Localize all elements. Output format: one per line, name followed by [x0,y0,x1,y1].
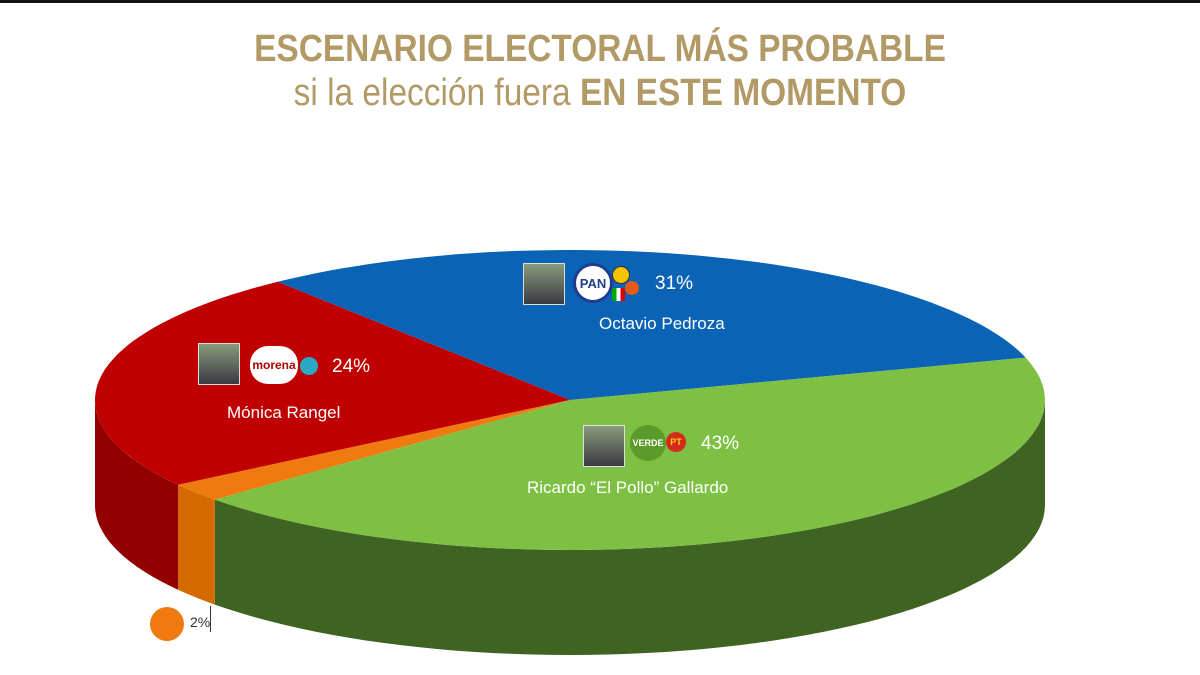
candidate-photo-gallardo [583,425,625,467]
slice-label-gallardo: 43% [701,433,740,454]
pie-side-3 [95,400,179,590]
pie-side-1 [214,400,1046,655]
verde-logo: VERDE [630,425,666,461]
candidate-name-gallardo: Ricardo “El Pollo” Gallardo [527,478,729,497]
pri-logo [612,288,625,301]
party-logo-2 [300,357,318,375]
slice-label-pedroza: 31% [655,273,694,294]
subtitle-bold: EN ESTE MOMENTO [579,72,907,114]
pie-slice-0 [277,250,1026,400]
slice-label-mc: 2% [190,614,211,630]
leader-line [210,606,211,632]
pie-slice-2 [178,400,570,500]
pie-side-2 [178,484,215,605]
candidate-photo-rangel [198,343,240,385]
pie-slice-3 [95,281,570,485]
candidate-name-rangel: Mónica Rangel [227,403,341,422]
subtitle-normal: si la elección fuera [293,72,580,114]
prd-logo [612,266,630,284]
candidate-photo-pedroza [523,263,565,305]
morena-logo: morena [250,346,298,384]
chart-title: ESCENARIO ELECTORAL MÁS PROBABLE [254,28,946,70]
movimiento-ciudadano-logo [150,607,184,641]
pie-slice-1 [214,357,1045,550]
top-border [0,0,1200,3]
candidate-name-pedroza: Octavio Pedroza [599,314,725,333]
pan-logo: PAN [573,263,613,303]
pt-logo: PT [666,432,686,452]
slice-label-rangel: 24% [332,356,371,377]
party-logo [625,281,639,295]
chart-subtitle: si la elección fuera EN ESTE MOMENTO [72,72,1128,115]
